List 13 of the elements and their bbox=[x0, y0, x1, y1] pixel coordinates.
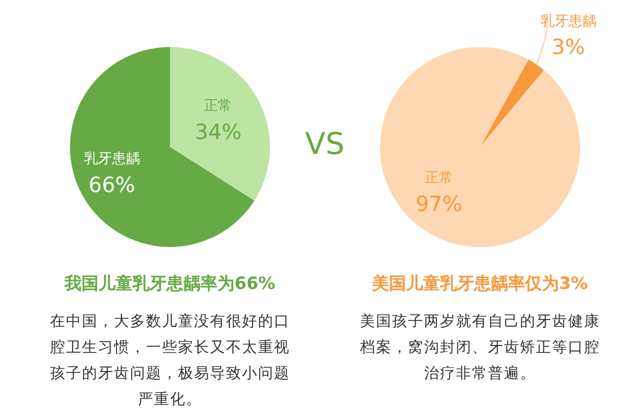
slice-label: 正常 bbox=[424, 170, 453, 186]
text: 美国儿童乳牙患龋率仅为3% bbox=[370, 273, 589, 295]
text: 在中国，大多数儿童没有很好的口腔卫生习惯，一些家长又不太重视孩子的牙齿问题，极易导致小问题严重化。 bbox=[49, 311, 291, 410]
text: 美国孩子两岁就有自己的牙齿健康档案，窝沟封闭、牙齿矫正等口腔治疗非常普遍。 bbox=[359, 311, 601, 384]
slice-label: 正常 bbox=[204, 98, 232, 114]
data-label: 3% bbox=[552, 35, 585, 60]
slice-label: 乳牙患龋 bbox=[84, 151, 140, 168]
data-label: 66% bbox=[88, 172, 136, 197]
data-label: 34% bbox=[194, 120, 242, 144]
slice-label: 乳牙患龋 bbox=[540, 13, 596, 30]
text: 我国儿童乳牙患龋率为66% bbox=[63, 273, 276, 295]
data-label: 97% bbox=[416, 192, 462, 216]
text: VS bbox=[305, 127, 345, 162]
